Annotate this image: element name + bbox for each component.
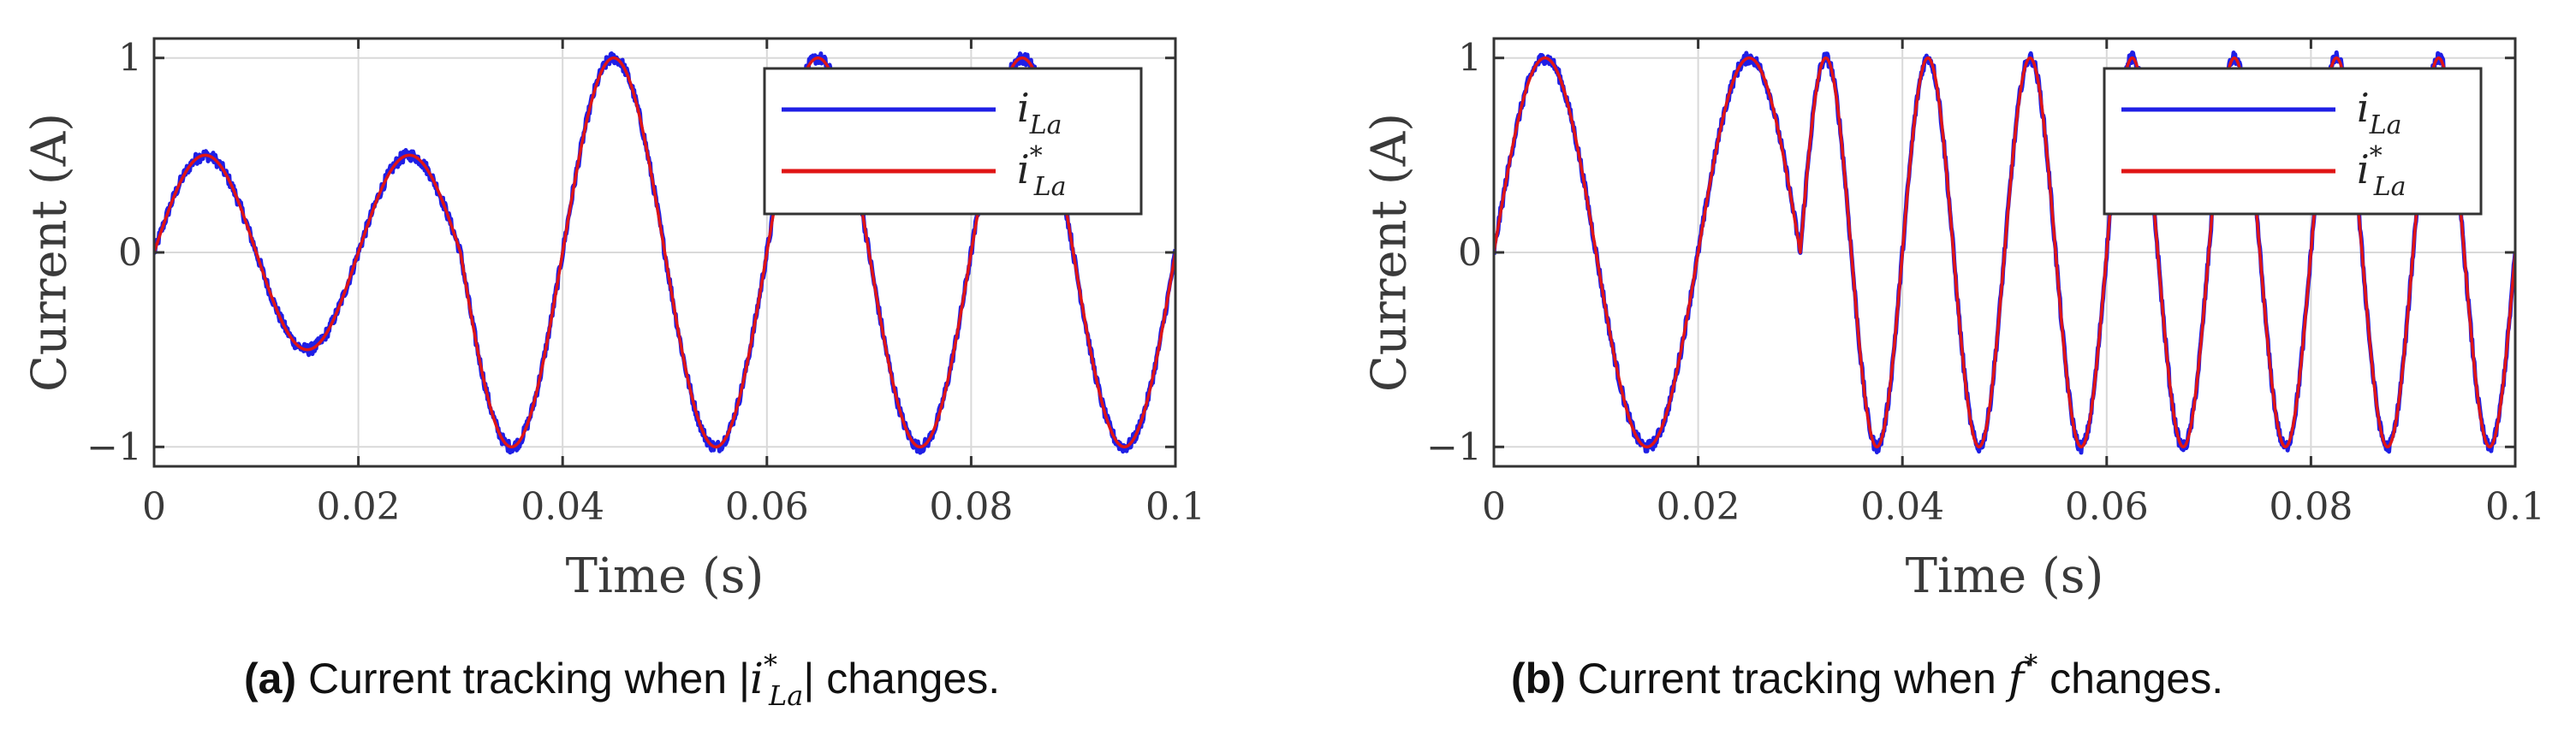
x-tick-label: 0.08 xyxy=(929,485,1013,529)
y-axis-label: Current (A) xyxy=(22,113,78,392)
y-tick-label: −1 xyxy=(1426,425,1482,469)
x-tick-label: 0.08 xyxy=(2269,485,2353,529)
y-tick-label: 0 xyxy=(118,231,142,275)
x-tick-label: 0.02 xyxy=(317,485,401,529)
legend-subscript: La xyxy=(1033,172,1067,202)
x-axis-label: Time (s) xyxy=(1906,548,2104,604)
legend-label-reference: i* La xyxy=(1017,141,1067,202)
x-tick-label: 0.04 xyxy=(1860,485,1944,529)
legend-label-measured: iLa xyxy=(2357,85,2402,140)
y-tick-label: 1 xyxy=(1458,37,1482,80)
panel-caption: (b) Current tracking when f* changes. xyxy=(1511,649,2223,703)
legend-superscript: * xyxy=(2370,141,2383,171)
caption-text: Current tracking when xyxy=(1566,655,2008,703)
x-tick-label: 0.02 xyxy=(1657,485,1740,529)
legend-box xyxy=(763,67,1143,216)
x-tick-label: 0 xyxy=(142,485,166,529)
caption-text: Current tracking when | xyxy=(296,655,750,703)
legend-symbol: i xyxy=(1017,146,1030,193)
legend-label-reference: i* La xyxy=(2357,141,2406,202)
x-tick-label: 0.04 xyxy=(521,485,604,529)
legend-label-measured: iLa xyxy=(1017,85,1062,140)
caption-label: (a) xyxy=(244,655,296,703)
caption-text-end: | changes. xyxy=(803,655,1000,703)
legend-symbol: i xyxy=(2357,85,2370,131)
caption-math-superscript: * xyxy=(764,649,777,681)
legend-subscript: La xyxy=(2369,110,2402,140)
legend-box xyxy=(2103,67,2483,216)
legend-symbol: i xyxy=(1017,85,1030,131)
y-axis-label: Current (A) xyxy=(1362,113,1418,392)
y-tick-label: 0 xyxy=(1458,231,1482,275)
legend-subscript: La xyxy=(2373,172,2406,202)
x-tick-label: 0 xyxy=(1482,485,1506,529)
y-tick-label: −1 xyxy=(86,425,142,469)
x-tick-label: 0.06 xyxy=(2065,485,2149,529)
legend-symbol: i xyxy=(2357,146,2370,193)
x-tick-label: 0.1 xyxy=(2485,485,2545,529)
y-tick-label: 1 xyxy=(118,37,142,80)
caption-text-end: changes. xyxy=(2038,655,2223,703)
x-axis-label: Time (s) xyxy=(566,548,764,604)
caption-math-subscript: La xyxy=(768,679,803,712)
caption-math-superscript: * xyxy=(2024,649,2038,681)
x-tick-label: 0.1 xyxy=(1145,485,1205,529)
x-tick-label: 0.06 xyxy=(725,485,809,529)
panel-caption: (a) Current tracking when |i* La| changes… xyxy=(244,649,1000,712)
caption-math-symbol: i xyxy=(750,654,764,703)
legend-superscript: * xyxy=(1030,141,1043,171)
caption-label: (b) xyxy=(1511,655,1566,703)
legend-subscript: La xyxy=(1029,110,1062,140)
